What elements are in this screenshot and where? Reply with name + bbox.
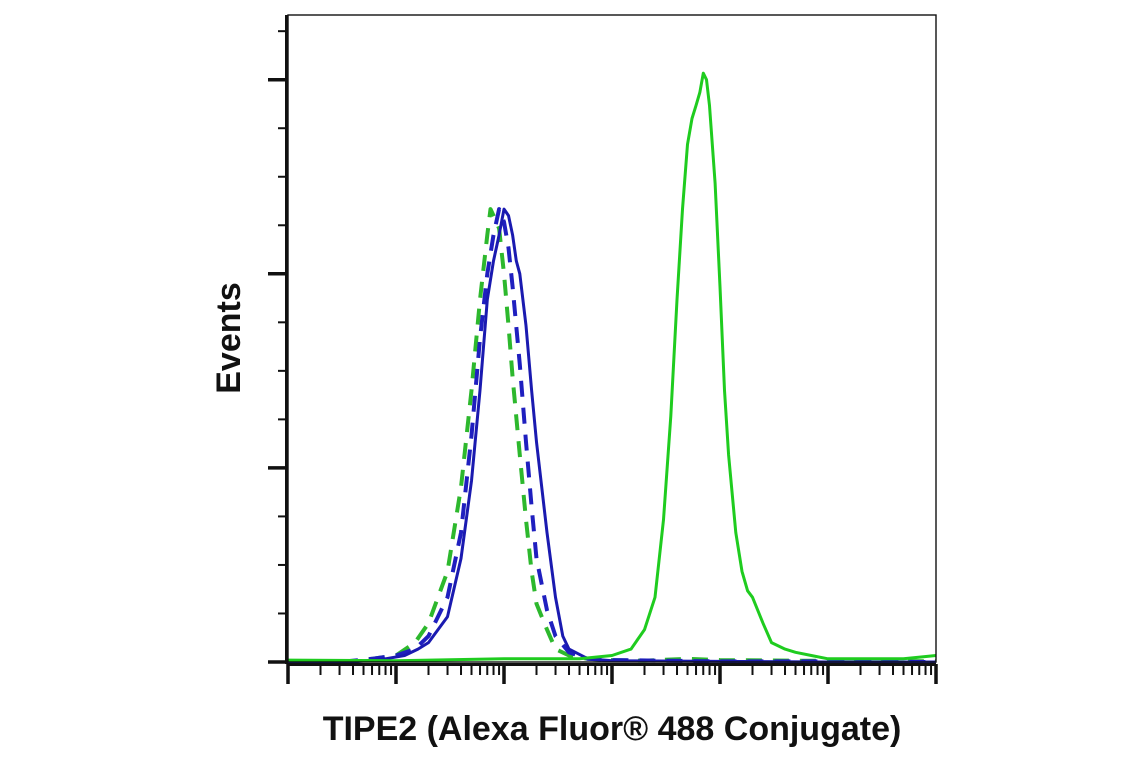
y-axis-title: Events bbox=[210, 282, 248, 394]
plot-frame bbox=[287, 14, 937, 663]
x-axis-title: TIPE2 (Alexa Fluor® 488 Conjugate) bbox=[323, 710, 902, 748]
series-line-2 bbox=[288, 207, 937, 664]
series-line-4 bbox=[287, 71, 937, 663]
series-layer bbox=[287, 71, 937, 664]
axis-ticks bbox=[268, 30, 938, 684]
series-line-1 bbox=[288, 207, 937, 664]
series-line-3 bbox=[288, 207, 936, 664]
